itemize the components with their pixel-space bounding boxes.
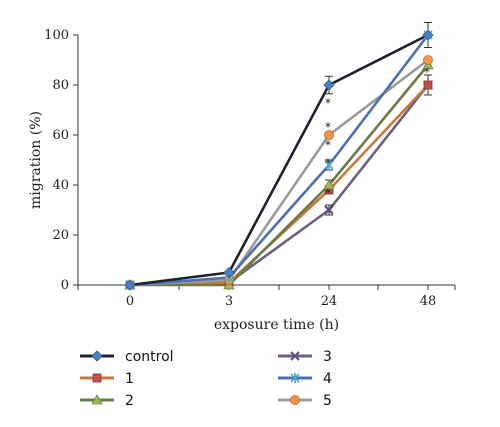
significance-mark: * bbox=[424, 65, 430, 79]
legend: control 1 2 3 4 5 bbox=[80, 349, 332, 409]
series-line-1 bbox=[129, 84, 429, 287]
legend-item-4: 4 bbox=[278, 371, 332, 387]
series-markers bbox=[124, 29, 434, 291]
series-line-3 bbox=[129, 84, 430, 287]
x-tick-label: 0 bbox=[126, 294, 134, 309]
y-tick-label: 60 bbox=[52, 128, 69, 143]
annotations: * * * * * * bbox=[325, 65, 430, 200]
data-point-3 bbox=[324, 205, 334, 215]
x-axis-title: exposure time (h) bbox=[214, 317, 339, 333]
data-point-2 bbox=[323, 179, 335, 190]
series-line-control bbox=[129, 33, 429, 287]
legend-label: 1 bbox=[125, 371, 134, 387]
legend-label: 3 bbox=[323, 349, 332, 365]
series-line-2 bbox=[130, 64, 430, 287]
legend-item-2: 2 bbox=[80, 393, 134, 409]
significance-mark: * bbox=[325, 186, 331, 200]
significance-mark: * bbox=[325, 120, 331, 134]
legend-marker bbox=[92, 373, 102, 383]
data-point-control bbox=[323, 79, 335, 91]
legend-item-5: 5 bbox=[278, 393, 332, 409]
legend-item-3: 3 bbox=[278, 349, 332, 365]
data-point-5 bbox=[423, 55, 433, 65]
significance-mark: * bbox=[325, 156, 331, 170]
chart-axes: 0 20 40 60 80 100 0 3 24 48 bbox=[44, 28, 456, 309]
data-point-1 bbox=[423, 80, 433, 90]
legend-marker bbox=[290, 395, 300, 405]
series-lines bbox=[129, 33, 430, 287]
x-tick-label: 3 bbox=[225, 294, 233, 309]
legend-label: control bbox=[125, 349, 174, 365]
legend-marker bbox=[290, 351, 300, 361]
significance-mark: * bbox=[325, 96, 331, 110]
series-line-4 bbox=[129, 34, 430, 287]
legend-label: 4 bbox=[323, 371, 332, 387]
legend-label: 5 bbox=[323, 393, 332, 409]
significance-mark: * bbox=[325, 138, 331, 152]
legend-marker bbox=[91, 350, 103, 362]
y-tick-label: 40 bbox=[52, 178, 69, 193]
y-axis-title: migration (%) bbox=[28, 111, 44, 209]
data-point-control bbox=[422, 29, 434, 41]
y-tick-label: 0 bbox=[61, 278, 69, 293]
data-point-4 bbox=[324, 160, 334, 170]
legend-item-control: control bbox=[80, 349, 174, 365]
x-tick-label: 48 bbox=[420, 294, 437, 309]
y-tick-label: 100 bbox=[44, 28, 69, 43]
data-point-5 bbox=[324, 130, 334, 140]
legend-marker bbox=[290, 373, 300, 383]
legend-label: 2 bbox=[125, 393, 134, 409]
legend-item-1: 1 bbox=[80, 371, 134, 387]
x-tick-label: 24 bbox=[321, 294, 338, 309]
data-point-control bbox=[223, 266, 235, 279]
y-tick-label: 80 bbox=[52, 78, 69, 93]
legend-marker bbox=[91, 394, 103, 405]
data-point-control bbox=[124, 279, 136, 291]
y-tick-label: 20 bbox=[52, 228, 69, 243]
